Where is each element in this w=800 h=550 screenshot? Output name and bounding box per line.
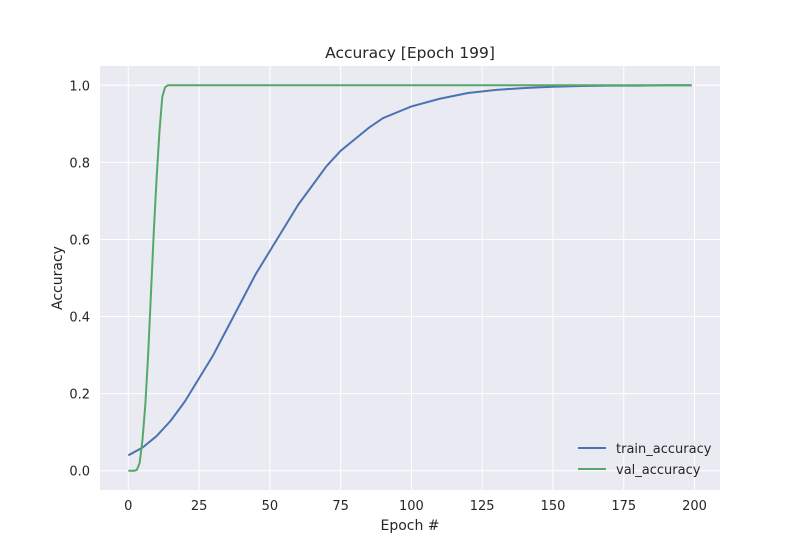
y-tick-label: 0.8 [69,156,90,171]
y-tick-label: 0.2 [69,388,90,403]
plot-area [100,66,720,490]
series-layer [127,84,692,472]
grid [100,66,720,490]
x-tick-label: 200 [682,499,707,514]
series-line-train_accuracy [127,84,692,457]
legend-label-train: train_accuracy [616,442,712,457]
y-tick-label: 0.0 [69,465,90,480]
x-tick-label: 75 [332,499,349,514]
x-tick-label: 175 [611,499,636,514]
chart-title: Accuracy [Epoch 199] [325,44,495,62]
x-tick-label: 0 [124,499,132,514]
y-tick-label: 0.4 [69,311,90,326]
x-tick-label: 100 [399,499,424,514]
y-axis-label: Accuracy [50,246,66,310]
legend: train_accuracy val_accuracy [578,442,712,478]
x-tick-label: 25 [191,499,208,514]
legend-label-val: val_accuracy [616,463,701,478]
series-line-val_accuracy [128,84,692,472]
x-tick-label: 125 [470,499,495,514]
y-tick-label: 1.0 [69,79,90,94]
x-tick-label: 150 [541,499,566,514]
y-tick-label: 0.6 [69,233,90,248]
x-tick-label: 50 [262,499,279,514]
x-axis-label: Epoch # [380,518,439,534]
tick-labels: 0 25 50 75 100 125 150 175 200 0.0 0.2 0.4 0.6 0.8 1.0 [69,79,707,514]
